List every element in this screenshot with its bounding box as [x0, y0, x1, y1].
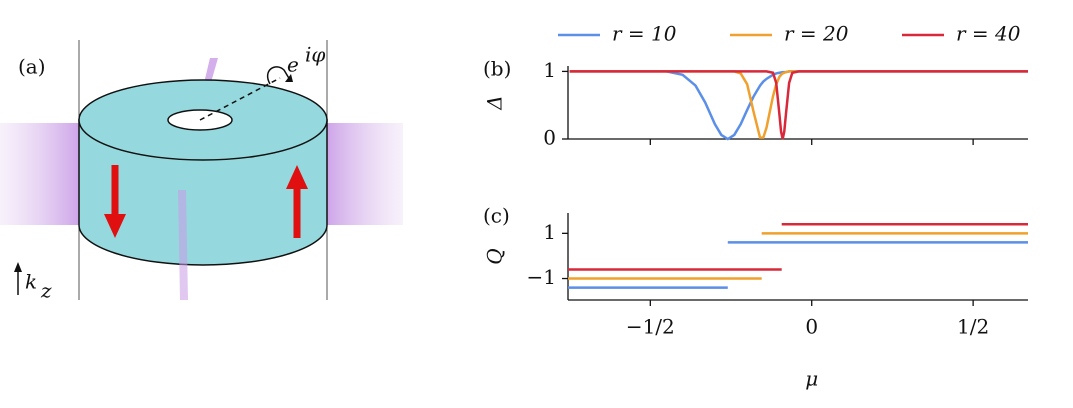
legend-label: r = 20 [784, 22, 849, 46]
y-tick-label: 0 [543, 126, 556, 150]
plane-left [0, 123, 79, 225]
phase-base: e [287, 53, 299, 77]
x-tick-label: 1/2 [957, 315, 989, 339]
arrow-head [286, 165, 308, 189]
x-tick-label: 0 [805, 315, 818, 339]
legend-label: r = 40 [956, 22, 1021, 46]
series-line [569, 70, 1028, 140]
panel-label: (a) [18, 55, 46, 79]
diagram: (a) e iφ k z [0, 40, 403, 303]
legend-label: r = 10 [612, 22, 677, 46]
arrow-head [285, 74, 293, 82]
y-tick-label: 1 [543, 220, 556, 244]
arrow-head [104, 214, 126, 238]
x-tick-label: −1/2 [626, 315, 675, 339]
series-line [568, 241, 1028, 289]
series-line [569, 70, 1028, 141]
phase-exponent: iφ [305, 43, 325, 67]
plane-right [327, 123, 403, 225]
panel-label: (b) [483, 57, 511, 81]
axis-subscript: z [40, 279, 52, 303]
series-line [569, 70, 1028, 139]
series-line [568, 232, 1028, 280]
phase-line [199, 77, 281, 121]
phase-arrow [266, 66, 291, 85]
y-axis-label: Q [483, 248, 507, 264]
arrow-head [14, 262, 22, 272]
x-axis-label: μ [805, 367, 818, 391]
y-tick-label: −1 [527, 265, 556, 289]
cylinder-side [78, 119, 328, 266]
y-tick-label: 1 [543, 58, 556, 82]
series-line [568, 223, 1028, 271]
y-axis-label: Δ [483, 95, 507, 110]
plane-sliver [178, 190, 188, 300]
axis-base: k [25, 270, 37, 294]
panel-label: (c) [483, 204, 510, 228]
